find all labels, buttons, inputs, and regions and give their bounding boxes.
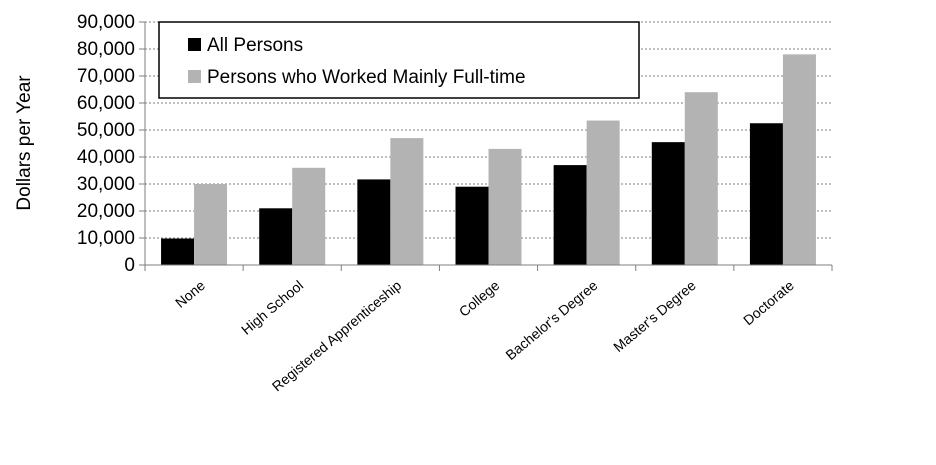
bar-all-persons <box>161 238 195 265</box>
y-tick-label: 50,000 <box>77 120 135 141</box>
bar-full-time <box>194 184 228 265</box>
bar-all-persons <box>455 186 489 265</box>
y-tick-label: 30,000 <box>77 174 135 195</box>
y-tick-label: 10,000 <box>77 228 135 249</box>
bar-all-persons <box>749 123 783 265</box>
x-tick-label: None <box>172 277 208 311</box>
legend-label-all-persons: All Persons <box>207 35 303 56</box>
y-tick-label: 0 <box>124 255 135 276</box>
axes <box>139 21 833 271</box>
y-tick-label: 20,000 <box>77 201 135 222</box>
y-tick-label: 70,000 <box>77 66 135 87</box>
bar-full-time <box>782 54 816 266</box>
y-axis-label: Dollars per Year <box>14 75 35 211</box>
bar-all-persons <box>651 142 685 265</box>
bar-full-time <box>390 138 424 265</box>
y-tick-label: 80,000 <box>77 39 135 60</box>
bar-full-time <box>488 148 522 265</box>
y-tick-label: 60,000 <box>77 93 135 114</box>
x-tick-label: Bachelor's Degree <box>502 277 600 363</box>
x-tick-label: High School <box>238 277 306 338</box>
legend: All Persons Persons who Worked Mainly Fu… <box>158 21 640 99</box>
bar-full-time <box>684 92 718 265</box>
y-tick-label: 90,000 <box>77 12 135 33</box>
x-tick-label: Master's Degree <box>610 277 699 355</box>
bars <box>161 54 816 266</box>
x-tick-label: Doctorate <box>740 277 797 328</box>
y-tick-labels: 0 10,000 20,000 30,000 40,000 50,000 60,000 70,… <box>77 12 135 276</box>
bar-all-persons <box>259 208 293 265</box>
bar-all-persons <box>553 165 587 265</box>
legend-swatch-all-persons <box>188 38 201 51</box>
legend-swatch-full-time <box>188 70 201 83</box>
x-tick-label: College <box>456 277 503 320</box>
bar-full-time <box>292 167 326 265</box>
legend-box <box>158 21 640 99</box>
bar-full-time <box>586 120 620 265</box>
y-tick-label: 40,000 <box>77 147 135 168</box>
legend-label-full-time: Persons who Worked Mainly Full-time <box>207 67 526 88</box>
bar-all-persons <box>357 179 391 265</box>
